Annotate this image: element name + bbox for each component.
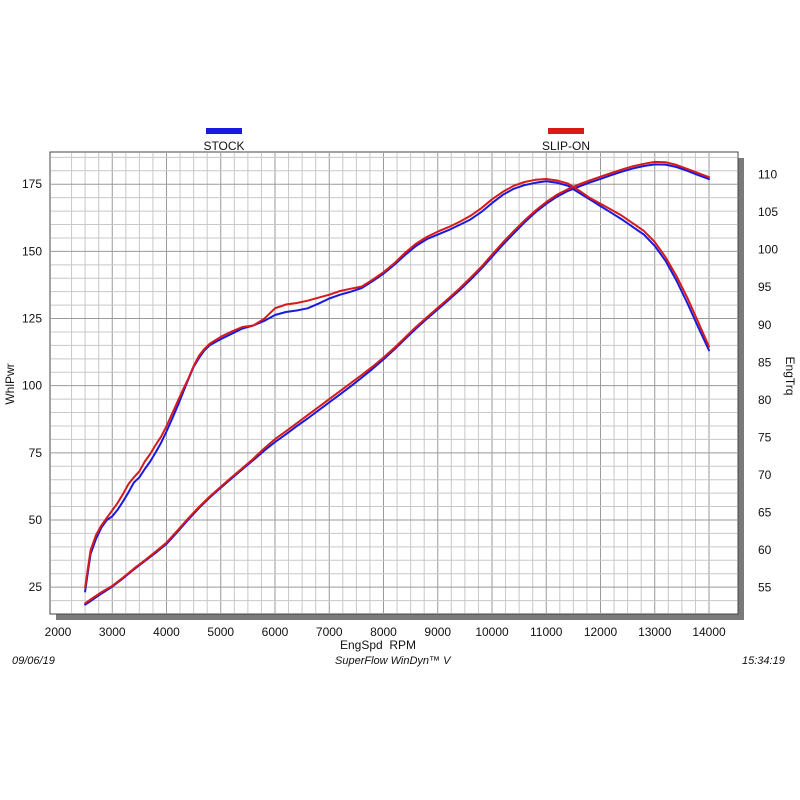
series-group <box>84 160 710 606</box>
y-left-tick-label: 125 <box>22 312 42 326</box>
grid <box>51 153 737 613</box>
footer-software: SuperFlow WinDyn™ V <box>335 655 451 667</box>
series-line-slip-on-torque <box>84 178 710 589</box>
axes: 2000 3000 4000 5000 6000 7000 8000 9000 10000 110… <box>22 168 778 639</box>
y-left-tick-label: 100 <box>22 379 42 393</box>
y-axis-label-right: EngTrq <box>783 357 797 396</box>
legend-swatch-stock <box>206 128 242 134</box>
legend-swatch-slip-on <box>548 128 584 134</box>
y-right-tick-label: 70 <box>758 468 772 482</box>
plot-shadow-right <box>738 158 744 620</box>
plot-area <box>49 151 739 615</box>
y-left-tick-label: 150 <box>22 244 42 258</box>
x-tick-label: 3000 <box>99 625 126 639</box>
x-tick-label: 13000 <box>638 625 672 639</box>
plot-shadow-bottom <box>56 614 744 620</box>
x-tick-label: 8000 <box>370 625 397 639</box>
x-tick-label: 11000 <box>530 625 563 639</box>
footer-date: 09/06/19 <box>12 655 55 667</box>
y-right-tick-label: 85 <box>758 355 772 369</box>
y-right-tick-label: 95 <box>758 280 772 294</box>
x-tick-label: 6000 <box>262 625 289 639</box>
y-right-tick-label: 105 <box>758 205 778 219</box>
x-tick-label: 4000 <box>153 625 180 639</box>
y-right-tick-label: 100 <box>758 243 778 257</box>
x-tick-label: 5000 <box>207 625 234 639</box>
legend: STOCK SLIP-ON <box>203 128 590 153</box>
x-tick-label: 2000 <box>45 625 72 639</box>
y-right-tick-label: 75 <box>758 430 772 444</box>
series-line-stock-torque <box>84 180 710 593</box>
y-right-tick-label: 80 <box>758 393 772 407</box>
y-left-tick-label: 75 <box>29 446 43 460</box>
y-left-tick-label: 25 <box>29 580 43 594</box>
y-right-tick-label: 60 <box>758 543 772 557</box>
x-axis-label: EngSpd RPM <box>340 638 416 652</box>
y-right-tick-label: 110 <box>758 168 777 182</box>
y-left-tick-label: 50 <box>29 513 43 527</box>
y-axis-label-left: WhlPwr <box>3 363 17 404</box>
x-tick-label: 14000 <box>692 625 726 639</box>
x-tick-label: 12000 <box>584 625 618 639</box>
legend-label-stock: STOCK <box>203 139 244 153</box>
y-right-tick-label: 65 <box>758 506 772 520</box>
plot-frame <box>49 151 744 620</box>
x-tick-label: 9000 <box>424 625 451 639</box>
y-left-tick-label: 175 <box>22 177 42 191</box>
series-line-slip-on-power <box>84 160 710 605</box>
x-tick-label: 10000 <box>475 625 509 639</box>
footer-time: 15:34:19 <box>742 655 785 667</box>
legend-label-slip-on: SLIP-ON <box>542 139 590 153</box>
x-tick-label: 7000 <box>316 625 343 639</box>
y-right-tick-label: 90 <box>758 318 772 332</box>
y-right-tick-label: 55 <box>758 581 772 595</box>
